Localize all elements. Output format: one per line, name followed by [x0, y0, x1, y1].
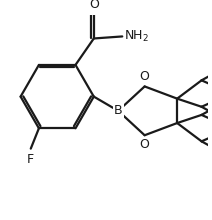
Text: O: O — [140, 70, 150, 83]
Text: NH$_2$: NH$_2$ — [124, 29, 149, 44]
Text: F: F — [27, 153, 34, 166]
Text: O: O — [89, 0, 99, 11]
Text: B: B — [114, 104, 123, 117]
Text: O: O — [140, 138, 150, 151]
